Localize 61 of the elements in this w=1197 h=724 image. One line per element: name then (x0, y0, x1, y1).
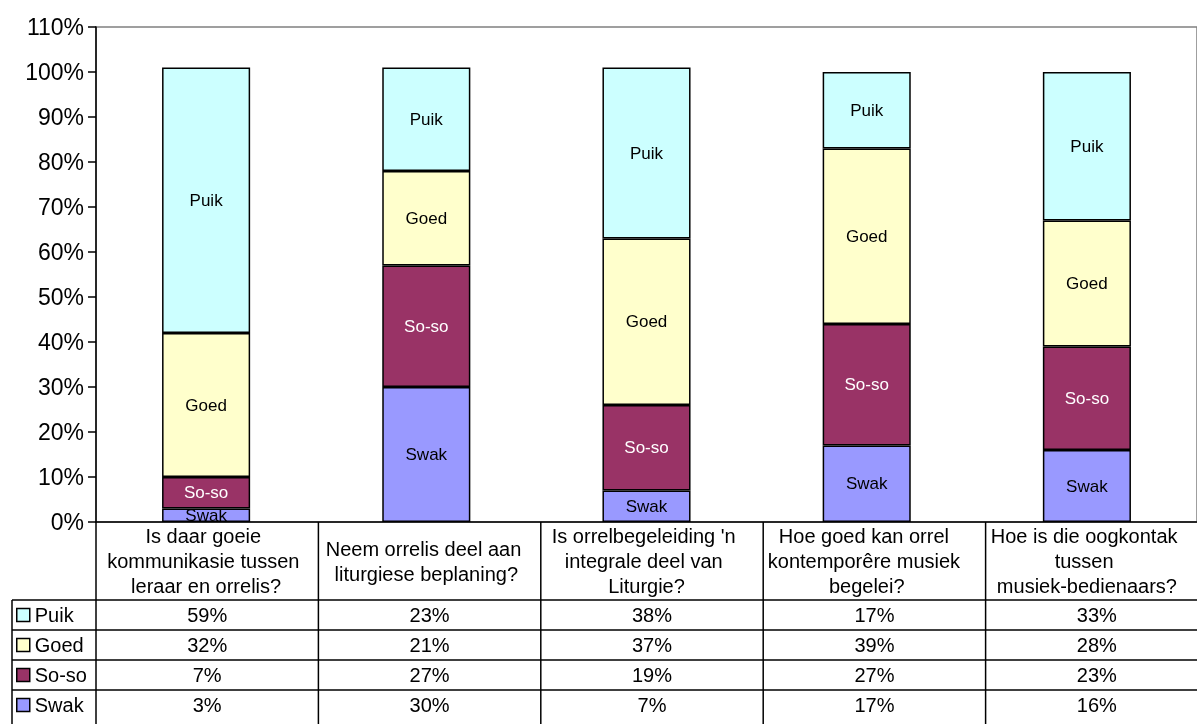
data-label: 17% (854, 604, 895, 626)
data-label: 16% (1076, 694, 1118, 716)
text: Puik (850, 100, 884, 120)
y-tick-label: 40% (37, 329, 84, 355)
y-tick-label: 70% (37, 194, 84, 220)
x-tick-label: Is orrelbegeleiding 'n integrale deel van Liturgie? (551, 525, 742, 597)
data-label: 17% (854, 694, 895, 716)
text: Goed (405, 208, 448, 228)
text: Puik (629, 143, 664, 163)
data-label: 39% (854, 634, 895, 656)
text: Goed (845, 226, 888, 246)
y-tick-label: 80% (37, 149, 84, 175)
text: So-so (183, 483, 229, 503)
y-tick-label: 90% (37, 104, 84, 130)
text: Puik (1070, 136, 1104, 156)
text: Puik (409, 109, 443, 129)
data-label: 32% (187, 634, 228, 656)
text: Puik (189, 190, 223, 210)
legend-label: Puik (34, 604, 75, 626)
text: So-so (624, 438, 669, 458)
y-tick-label: 30% (37, 374, 84, 400)
text: Swak (845, 474, 888, 494)
data-label: 30% (409, 694, 450, 716)
text: So-so (404, 316, 449, 336)
text: Goed (1066, 274, 1108, 293)
y-tick-label: 0% (50, 509, 84, 535)
y-tick-label: 100% (25, 59, 84, 85)
text: So-so (1064, 388, 1110, 408)
text: So-so (844, 375, 889, 395)
text: Swak (625, 496, 668, 516)
text: Swak (1066, 476, 1108, 496)
data-label: 21% (409, 634, 450, 656)
data-label: 3% (192, 694, 222, 716)
legend-label: Goed (34, 634, 84, 656)
data-label: 7% (637, 694, 667, 716)
y-tick-label: 60% (37, 239, 84, 265)
data-label: 27% (854, 664, 895, 686)
data-label: 7% (192, 664, 222, 686)
y-tick-label: 10% (37, 464, 84, 490)
data-label: 23% (1076, 664, 1118, 686)
x-tick-label: Hoe goed kan orrel kontemporêre musiek begelei? (767, 525, 966, 597)
x-tick-label: Is daar goeie kommunikasie tussen leraar en orrelis? (107, 525, 306, 597)
legend-label: So-so (34, 664, 87, 686)
y-tick-label: 50% (37, 284, 84, 310)
x-tick-label: Neem orrelis deel aan liturgiese beplaning? (325, 537, 527, 585)
text: Goed (625, 312, 668, 332)
data-label: 28% (1076, 634, 1118, 656)
text: Goed (185, 395, 227, 415)
data-label: 19% (631, 664, 673, 686)
data-label: 33% (1076, 604, 1118, 626)
data-label: 37% (631, 634, 673, 656)
y-tick-label: 20% (37, 419, 84, 445)
y-tick-label: 110% (26, 14, 84, 40)
data-label: 23% (409, 604, 450, 626)
text: Swak (185, 505, 227, 525)
data-label: 59% (187, 604, 228, 626)
data-label: 38% (631, 604, 673, 626)
legend-label: Swak (34, 694, 85, 716)
text: Swak (405, 445, 448, 464)
x-tick-label: Hoe is die oogkontak tussen musiek-bedienaars? (990, 525, 1184, 597)
data-label: 27% (409, 664, 450, 686)
